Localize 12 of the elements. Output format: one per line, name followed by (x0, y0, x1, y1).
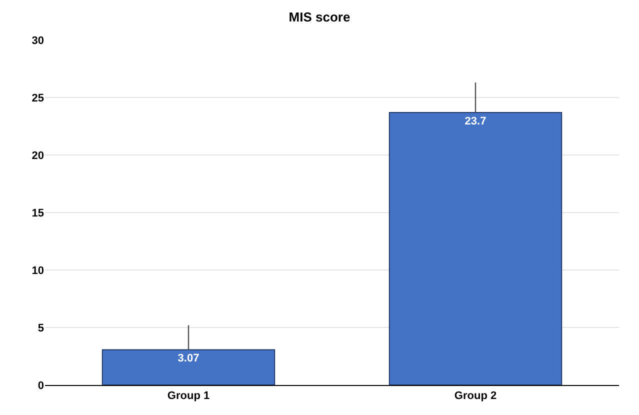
data-label: 3.07 (178, 352, 200, 365)
y-tick-label: 25 (32, 92, 44, 104)
y-tick-label: 10 (32, 264, 44, 277)
chart-title: MIS score (288, 10, 350, 25)
y-tick-label: 5 (38, 322, 44, 334)
y-tick-label: 30 (32, 34, 44, 47)
y-tick-label: 15 (32, 207, 44, 220)
y-tick-label: 20 (32, 150, 44, 162)
x-tick-label: Group 1 (167, 390, 210, 402)
data-label: 23.7 (464, 115, 486, 128)
y-tick-label: 0 (38, 380, 44, 392)
x-tick-label: Group 2 (454, 390, 497, 402)
